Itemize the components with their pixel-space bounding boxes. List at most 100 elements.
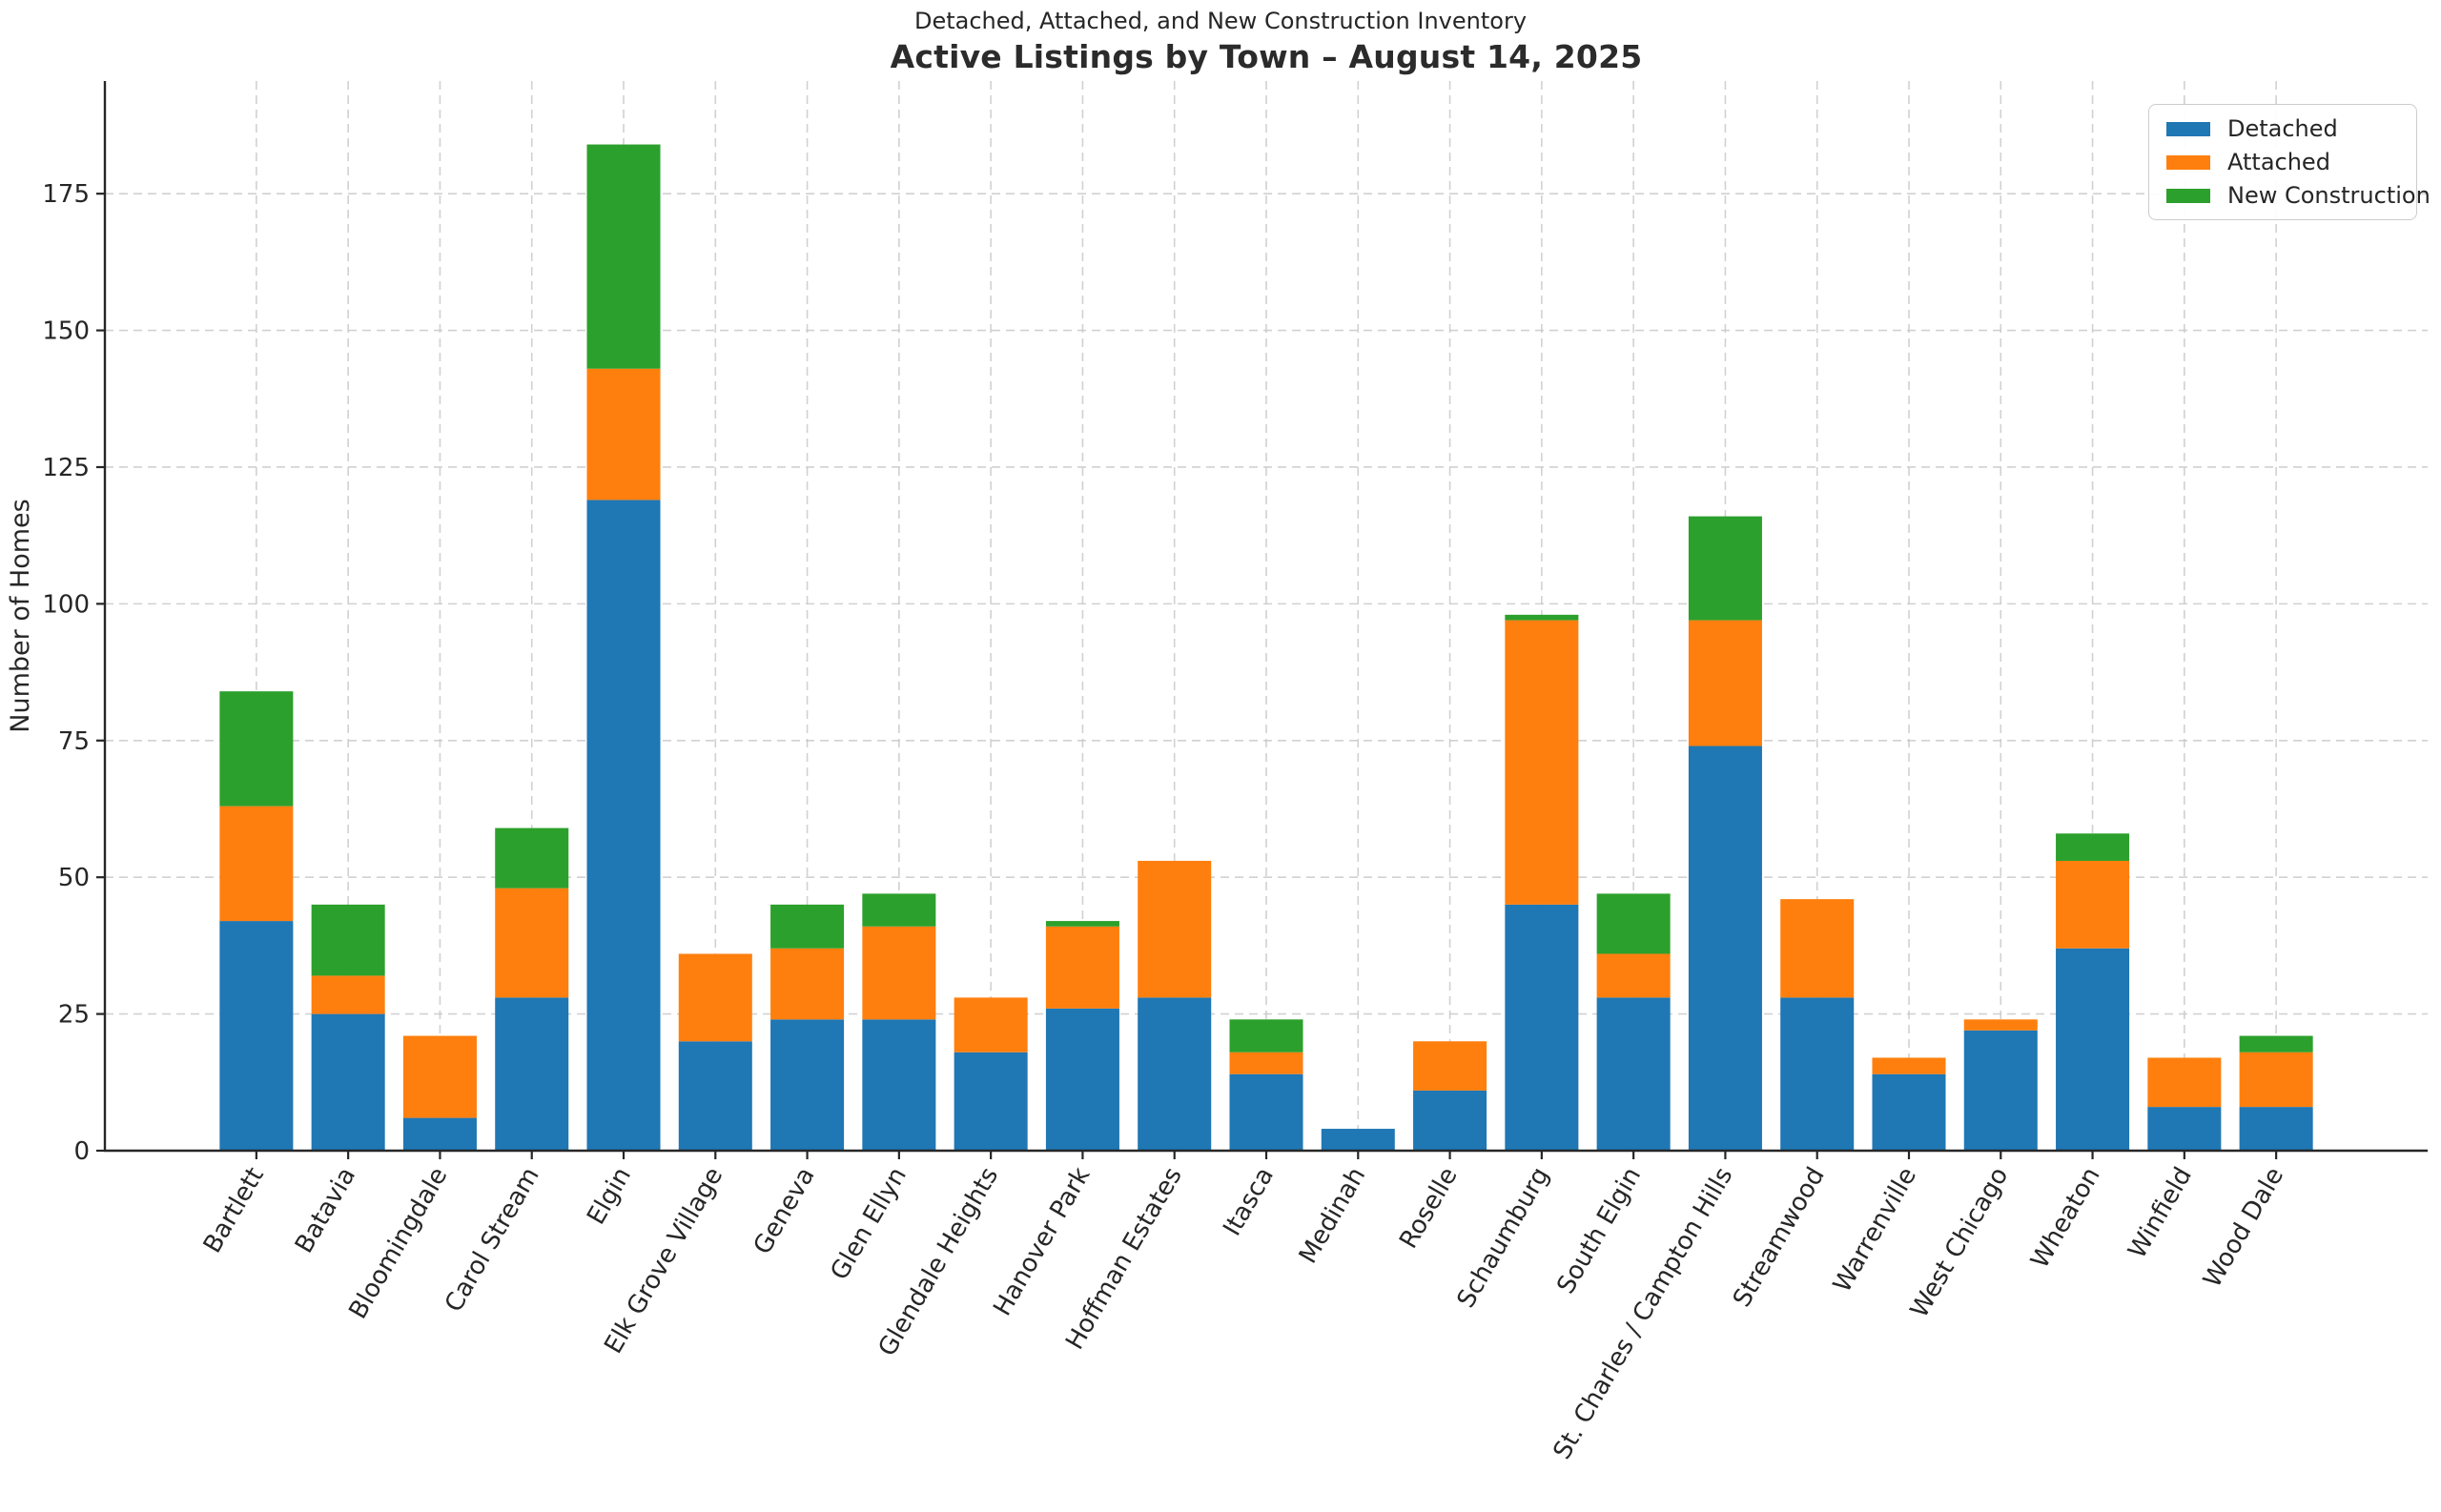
- bar-segment-attached: [1596, 953, 1671, 998]
- bar-segment-new-construction: [586, 144, 661, 369]
- y-tick-label: 100: [42, 590, 90, 619]
- bar-segment-detached: [1963, 1030, 2038, 1151]
- bar-segment-detached: [1413, 1090, 1487, 1151]
- bar-segment-new-construction: [1229, 1019, 1303, 1052]
- x-tick-label: St. Charles / Campton Hills: [1548, 1163, 1738, 1464]
- bar-segment-detached: [1505, 904, 1579, 1151]
- bar-segment-detached: [219, 921, 294, 1151]
- x-tick-label: Hanover Park: [988, 1163, 1096, 1321]
- y-tick-label: 150: [42, 317, 90, 346]
- x-tick-label: Warrenville: [1828, 1163, 1922, 1297]
- x-tick-label: Batavia: [290, 1163, 361, 1258]
- bar-segment-detached: [1688, 746, 1762, 1151]
- bar-segment-detached: [678, 1041, 752, 1151]
- bar-segment-detached: [1872, 1073, 1946, 1151]
- bar-segment-detached: [2147, 1107, 2222, 1151]
- x-tick-label: Glen Ellyn: [826, 1163, 913, 1285]
- x-tick-label: Bartlett: [198, 1163, 270, 1258]
- legend-entry: New Construction: [2166, 182, 2431, 209]
- bar-segment-attached: [586, 368, 661, 501]
- x-tick-label: Wheaton: [2025, 1163, 2105, 1274]
- bar-segment-detached: [954, 1052, 1028, 1151]
- bar-segment-detached: [1138, 997, 1212, 1151]
- bar-segment-attached: [1688, 620, 1762, 746]
- x-tick-label: Wood Dale: [2198, 1163, 2289, 1293]
- bar-segment-new-construction: [862, 893, 936, 927]
- bar-segment-attached: [2239, 1052, 2313, 1108]
- legend-label: Attached: [2227, 149, 2330, 175]
- bar-segment-attached: [862, 926, 936, 1020]
- bar-segment-detached: [2239, 1107, 2313, 1151]
- bar-segment-new-construction: [2056, 833, 2130, 861]
- bar-segment-attached: [1138, 860, 1212, 998]
- bar-segment-attached: [219, 806, 294, 922]
- bar-segment-detached: [1045, 1008, 1119, 1151]
- legend-label: Detached: [2227, 115, 2338, 142]
- bar-segment-detached: [862, 1019, 936, 1151]
- bar-segment-new-construction: [770, 904, 845, 949]
- legend-swatch-icon: [2166, 154, 2210, 170]
- x-tick-label: Winfield: [2123, 1163, 2197, 1264]
- bar-segment-detached: [2056, 948, 2130, 1151]
- bar-segment-detached: [770, 1019, 845, 1151]
- chart-suptitle: Detached, Attached, and New Construction…: [913, 8, 1528, 34]
- bar-segment-attached: [1229, 1052, 1303, 1074]
- bar-segment-new-construction: [1505, 614, 1579, 621]
- bar-segment-attached: [311, 975, 385, 1014]
- x-tick-label: South Elgin: [1551, 1163, 1647, 1299]
- x-tick-label: Carol Stream: [440, 1163, 545, 1318]
- x-tick-label: Bloomingdale: [343, 1163, 453, 1324]
- bar-segment-new-construction: [495, 828, 569, 889]
- bar-segment-attached: [402, 1035, 477, 1118]
- chart-title: Active Listings by Town – August 14, 202…: [890, 38, 1643, 75]
- bar-segment-attached: [1872, 1057, 1946, 1074]
- bar-segment-new-construction: [311, 904, 385, 976]
- x-tick-label: Elgin: [582, 1163, 637, 1230]
- bar-segment-attached: [678, 953, 752, 1042]
- bar-segment-detached: [586, 500, 661, 1151]
- bar-segment-new-construction: [1688, 516, 1762, 621]
- legend-entry: Attached: [2166, 149, 2407, 175]
- bar-segment-new-construction: [1596, 893, 1671, 954]
- bar-segment-detached: [1321, 1129, 1395, 1151]
- bar-segment-detached: [1596, 997, 1671, 1151]
- legend: Detached Attached New Construction: [2148, 104, 2431, 220]
- legend-swatch-icon: [2166, 121, 2210, 136]
- x-tick-label: Geneva: [749, 1163, 821, 1260]
- bar-segment-attached: [1963, 1019, 2038, 1031]
- bar-segment-attached: [2056, 860, 2130, 949]
- x-tick-label: Streamwood: [1728, 1163, 1831, 1313]
- bar-segment-detached: [1229, 1073, 1303, 1151]
- legend-entry: Detached: [2166, 115, 2407, 142]
- bar-segment-attached: [954, 997, 1028, 1052]
- bar-segment-attached: [2147, 1057, 2222, 1108]
- bar-segment-new-construction: [219, 691, 294, 807]
- x-tick-label: West Chicago: [1905, 1163, 2014, 1323]
- bar-segment-detached: [1780, 997, 1855, 1151]
- y-tick-label: 75: [58, 727, 90, 756]
- y-tick-label: 125: [42, 454, 90, 482]
- y-tick-label: 0: [73, 1137, 90, 1166]
- legend-swatch-icon: [2166, 188, 2210, 203]
- bar-segment-detached: [402, 1117, 477, 1151]
- x-tick-label: Itasca: [1218, 1163, 1280, 1241]
- bar-segment-detached: [495, 997, 569, 1151]
- legend-label: New Construction: [2227, 182, 2431, 209]
- bar-segment-attached: [770, 948, 845, 1020]
- y-tick-label: 50: [58, 864, 90, 892]
- bar-segment-attached: [495, 888, 569, 998]
- bar-segment-detached: [311, 1013, 385, 1151]
- bar-segment-attached: [1413, 1041, 1487, 1091]
- y-tick-label: 25: [58, 1001, 90, 1030]
- x-tick-label: Schaumburg: [1452, 1163, 1555, 1314]
- bar-segment-new-construction: [2239, 1035, 2313, 1052]
- x-tick-label: Medinah: [1294, 1163, 1372, 1269]
- bar-segment-attached: [1045, 926, 1119, 1009]
- y-tick-label: 175: [42, 180, 90, 209]
- bar-segment-attached: [1505, 620, 1579, 905]
- bar-segment-new-construction: [1045, 921, 1119, 927]
- y-axis-label: Number of Homes: [6, 499, 35, 732]
- x-tick-label: Roselle: [1394, 1163, 1463, 1254]
